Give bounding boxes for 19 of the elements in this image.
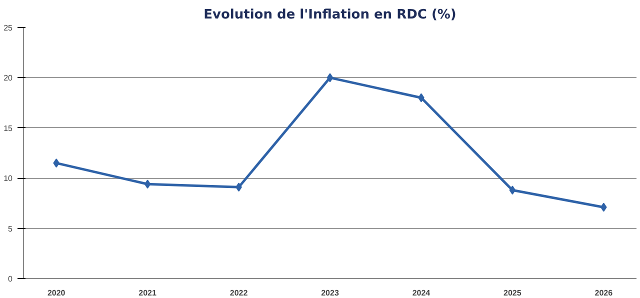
- x-tick-label: 2021: [138, 288, 158, 298]
- point: [509, 186, 516, 195]
- y-tick-label: 10: [4, 174, 14, 184]
- point: [53, 158, 60, 168]
- y-tick-label: 15: [4, 124, 14, 133]
- y-tick-label: 0: [8, 274, 14, 284]
- x-tick-label: 2024: [412, 288, 431, 298]
- point: [326, 73, 334, 82]
- x-tick-label: 2025: [504, 288, 522, 298]
- y-tick-label: 25: [4, 24, 14, 32]
- x-tick-label: 2022: [230, 288, 248, 298]
- x-tick-label: 2026: [594, 288, 614, 298]
- chart-title: Evolution de l'Inflation en RDC (%): [204, 8, 456, 22]
- point: [600, 202, 607, 212]
- x-tick-label: 2023: [321, 288, 340, 298]
- x-tick-label: 2020: [47, 288, 66, 298]
- y-tick-label: 5: [8, 224, 14, 234]
- point: [144, 180, 151, 189]
- y-tick-label: 20: [4, 74, 14, 83]
